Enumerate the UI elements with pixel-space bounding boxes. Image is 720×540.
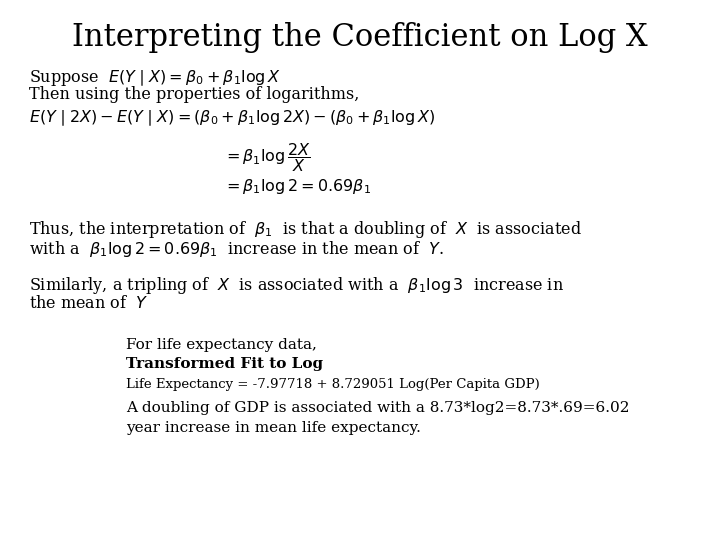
Text: A doubling of GDP is associated with a 8.73*log2=8.73*.69=6.02: A doubling of GDP is associated with a 8… xyxy=(126,401,629,415)
Text: Thus, the interpretation of  $\beta_1$  is that a doubling of  $X$  is associate: Thus, the interpretation of $\beta_1$ is… xyxy=(29,219,582,240)
Text: $E(Y \mid 2X) - E(Y \mid X) = (\beta_0 + \beta_1 \log 2X) - (\beta_0 + \beta_1 \: $E(Y \mid 2X) - E(Y \mid X) = (\beta_0 +… xyxy=(29,108,435,127)
Text: $= \beta_1 \log 2 = 0.69\beta_1$: $= \beta_1 \log 2 = 0.69\beta_1$ xyxy=(223,177,372,196)
Text: Suppose  $E(Y \mid X) = \beta_0 + \beta_1 \log X$: Suppose $E(Y \mid X) = \beta_0 + \beta_1… xyxy=(29,68,281,87)
Text: Life Expectancy = -7.97718 + 8.729051 Log(Per Capita GDP): Life Expectancy = -7.97718 + 8.729051 Lo… xyxy=(126,378,540,391)
Text: with a  $\beta_1 \log 2 = 0.69\beta_1$  increase in the mean of  $Y$.: with a $\beta_1 \log 2 = 0.69\beta_1$ in… xyxy=(29,239,444,259)
Text: Similarly, a tripling of  $X$  is associated with a  $\beta_1 \log 3$  increase : Similarly, a tripling of $X$ is associat… xyxy=(29,275,564,296)
Text: $= \beta_1 \log \dfrac{2X}{X}$: $= \beta_1 \log \dfrac{2X}{X}$ xyxy=(223,141,311,174)
Text: the mean of  $Y$: the mean of $Y$ xyxy=(29,295,148,312)
Text: Interpreting the Coefficient on Log X: Interpreting the Coefficient on Log X xyxy=(72,22,648,52)
Text: year increase in mean life expectancy.: year increase in mean life expectancy. xyxy=(126,421,421,435)
Text: Transformed Fit to Log: Transformed Fit to Log xyxy=(126,357,323,372)
Text: For life expectancy data,: For life expectancy data, xyxy=(126,338,317,352)
Text: Then using the properties of logarithms,: Then using the properties of logarithms, xyxy=(29,86,359,103)
